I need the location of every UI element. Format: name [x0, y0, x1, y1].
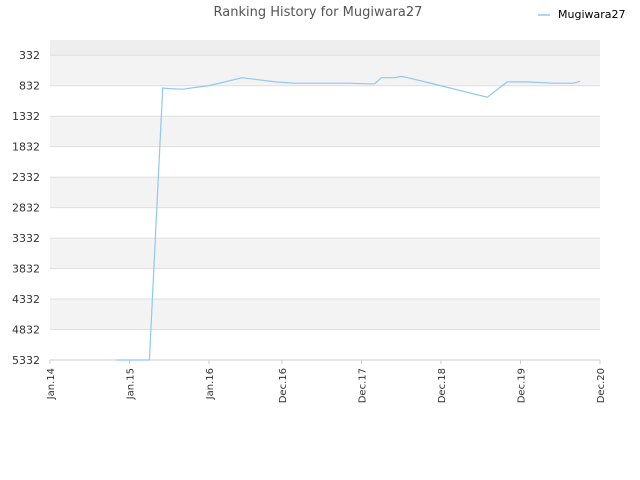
grid-band: [50, 238, 600, 269]
grid-band: [50, 299, 600, 330]
x-tick-label: Jan.14: [46, 368, 57, 400]
x-tick-label: Dec.20: [596, 368, 607, 403]
y-tick-label: 4832: [12, 324, 40, 337]
grid-band: [50, 268, 600, 300]
series-line-mugiwara27: [116, 75, 581, 361]
grid-bands: [50, 40, 600, 360]
y-tick-label: 832: [19, 80, 40, 93]
y-tick-label: 5332: [12, 354, 40, 367]
grid-band: [50, 146, 600, 178]
grid-band: [50, 85, 600, 117]
x-axis-ticks: Jan.14 Jan.15 Jan.16 Dec.16 Dec.17 Dec.18 Dec.…: [46, 360, 607, 403]
x-tick-label: Dec.19: [516, 368, 527, 403]
y-tick-label: 1832: [12, 141, 40, 154]
y-tick-label: 3332: [12, 232, 40, 245]
grid-band: [50, 329, 600, 360]
grid-band: [50, 177, 600, 208]
grid-band: [50, 55, 600, 86]
x-tick-label: Jan.16: [205, 368, 216, 400]
grid-band: [50, 116, 600, 147]
y-tick-label: 2332: [12, 171, 40, 184]
y-tick-label: 332: [19, 49, 40, 62]
x-tick-label: Dec.17: [357, 368, 368, 403]
grid-band: [50, 40, 600, 56]
y-tick-label: 1332: [12, 110, 40, 123]
y-tick-label: 4332: [12, 293, 40, 306]
grid-band: [50, 207, 600, 239]
x-tick-label: Dec.16: [278, 368, 289, 403]
x-tick-label: Jan.15: [126, 368, 137, 400]
chart-title: Ranking History for Mugiwara27: [214, 5, 423, 20]
legend-label[interactable]: Mugiwara27: [558, 8, 626, 21]
x-tick-label: Dec.18: [437, 368, 448, 403]
y-tick-label: 2832: [12, 202, 40, 215]
y-axis-ticks: 332 832 1332 1832 2332 2832 3332 3832 4332 4832 53…: [12, 49, 40, 367]
y-tick-label: 3832: [12, 263, 40, 276]
